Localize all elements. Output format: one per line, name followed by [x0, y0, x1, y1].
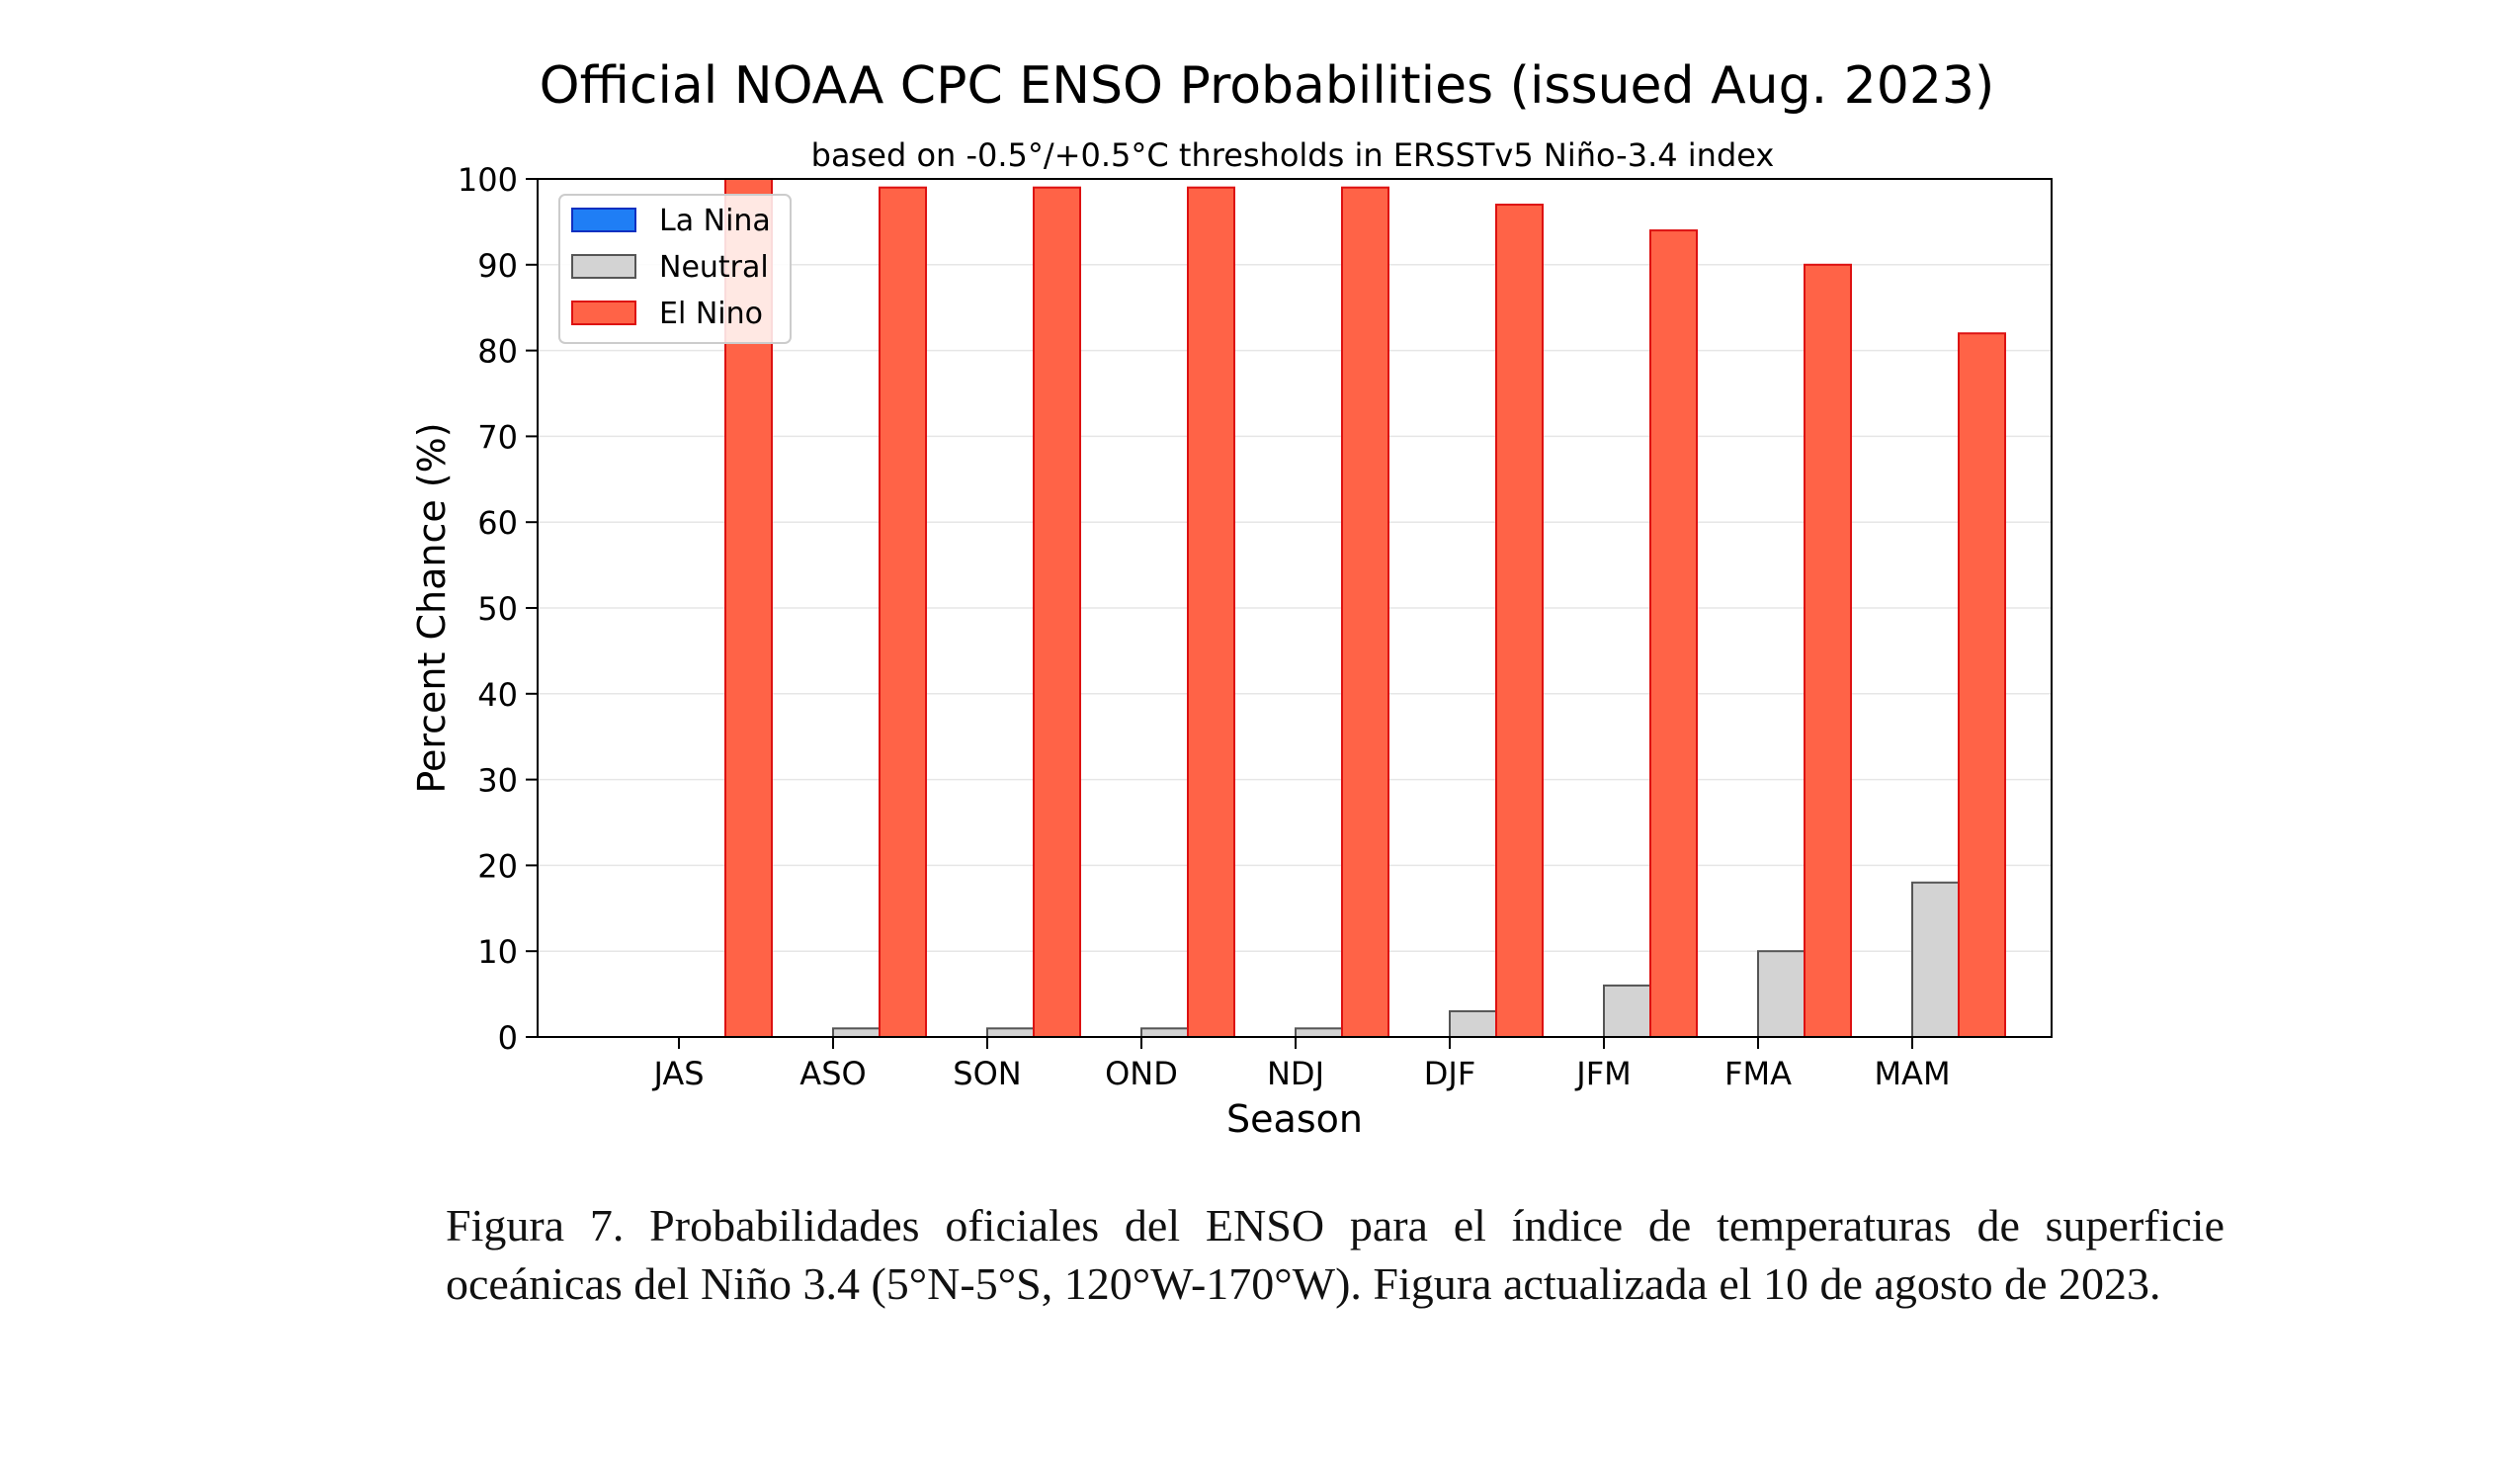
- x-tick-label: OND: [1105, 1055, 1178, 1092]
- x-tick-label: ASO: [799, 1055, 866, 1092]
- y-tick-label: 90: [477, 247, 518, 285]
- legend-swatch-la-nina: [571, 208, 636, 232]
- bar-el-nino-son: [1033, 186, 1081, 1038]
- x-tick-label: JAS: [651, 1055, 704, 1092]
- legend-swatch-el-nino: [571, 301, 636, 325]
- legend-label: La Nina: [659, 204, 771, 238]
- y-tick-label: 30: [477, 762, 518, 800]
- x-tick-label: DJF: [1424, 1055, 1475, 1092]
- y-tick-label: 100: [458, 161, 518, 199]
- bar-neutral-son: [986, 1027, 1035, 1038]
- bar-neutral-jfm: [1603, 984, 1651, 1038]
- bar-neutral-djf: [1449, 1009, 1497, 1039]
- x-tick-label: MAM: [1874, 1055, 1950, 1092]
- y-axis-ticks: 0 10 20 30 40 50 60 70 80 90 100: [458, 161, 538, 1057]
- chart-subtitle: based on -0.5°/+0.5°C thresholds in ERSS…: [811, 136, 1775, 174]
- bar-el-nino-ond: [1187, 186, 1235, 1038]
- y-tick-label: 20: [477, 847, 518, 885]
- bars: [724, 178, 2006, 1039]
- bar-neutral-ndj: [1295, 1027, 1343, 1038]
- legend-label: El Nino: [659, 297, 763, 331]
- y-tick-label: 0: [498, 1019, 518, 1057]
- y-axis-label: Percent Chance (%): [410, 422, 454, 793]
- bar-el-nino-aso: [879, 186, 927, 1038]
- x-axis-label: Season: [1226, 1097, 1363, 1137]
- bar-el-nino-ndj: [1341, 186, 1389, 1038]
- legend-swatch-neutral: [571, 254, 636, 279]
- bar-neutral-ond: [1140, 1027, 1189, 1038]
- y-tick-label: 70: [477, 418, 518, 456]
- legend-label: Neutral: [659, 250, 769, 285]
- x-tick-label: FMA: [1724, 1055, 1792, 1092]
- y-tick-label: 40: [477, 676, 518, 714]
- legend: La Nina Neutral El Nino: [558, 194, 792, 344]
- y-tick-label: 60: [477, 504, 518, 542]
- x-tick-label: NDJ: [1267, 1055, 1324, 1092]
- bar-neutral-aso: [832, 1027, 881, 1038]
- chart-title: Official NOAA CPC ENSO Probabilities (is…: [540, 56, 1995, 116]
- y-tick-label: 50: [477, 590, 518, 628]
- bar-neutral-mam: [1911, 881, 1960, 1039]
- x-tick-label: JFM: [1574, 1055, 1631, 1092]
- enso-bar-chart: Official NOAA CPC ENSO Probabilities (is…: [410, 56, 2053, 1137]
- bar-el-nino-jfm: [1649, 229, 1698, 1038]
- bar-neutral-fma: [1757, 950, 1806, 1039]
- y-tick-label: 80: [477, 333, 518, 371]
- bar-el-nino-fma: [1804, 263, 1852, 1038]
- x-axis-ticks: JAS ASO SON OND NDJ DJF JFM FMA MAM: [651, 1037, 1951, 1092]
- bar-el-nino-djf: [1495, 204, 1544, 1039]
- y-tick-label: 10: [477, 933, 518, 971]
- x-tick-label: SON: [953, 1055, 1021, 1092]
- enso-probability-figure: Official NOAA CPC ENSO Probabilities (is…: [410, 56, 2053, 1137]
- bar-el-nino-mam: [1958, 332, 2006, 1038]
- figure-caption: Figura 7. Probabilidades oficiales del E…: [446, 1200, 2225, 1309]
